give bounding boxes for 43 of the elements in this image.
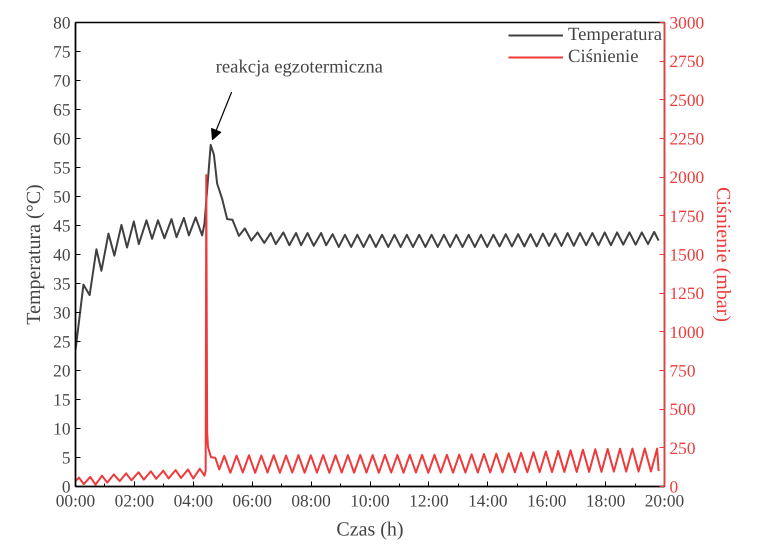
y2-axis-title: Ciśnienie (mbar) — [712, 187, 734, 322]
y2-tick-label: 2500 — [670, 90, 704, 110]
y-tick-label: 40 — [53, 246, 70, 264]
y2-tick-label: 1250 — [670, 284, 704, 304]
y2-tick-label: 2250 — [670, 130, 704, 148]
y2-tick-label: 1000 — [670, 322, 704, 342]
annotation: reakcja egzotermiczna — [216, 56, 384, 78]
x-tick-label: 14:00 — [468, 492, 508, 510]
y2-tick-label: 3000 — [670, 14, 704, 32]
x-tick-label: 06:00 — [232, 492, 272, 510]
y-tick-label: 35 — [53, 274, 70, 294]
y-tick-label: 55 — [53, 158, 70, 178]
y2-tick-label: 1500 — [670, 246, 704, 264]
x-tick-label: 08:00 — [291, 492, 331, 510]
y-tick-label: 45 — [53, 216, 70, 236]
y-tick-label: 15 — [53, 390, 70, 410]
y-tick-label: 75 — [53, 42, 70, 62]
y2-tick-label: 2750 — [670, 52, 704, 72]
y-tick-label: 20 — [53, 362, 70, 380]
y-tick-label: 65 — [53, 100, 70, 120]
x-tick-label: 18:00 — [586, 492, 626, 510]
x-tick-label: 04:00 — [174, 492, 214, 510]
y-tick-label: 5 — [62, 448, 71, 468]
x-tick-label: 02:00 — [114, 492, 154, 510]
y-tick-label: 10 — [53, 420, 70, 438]
y-tick-label: 50 — [53, 188, 70, 206]
y2-tick-label: 1750 — [670, 206, 704, 226]
legend-label: Ciśnienie — [568, 46, 638, 68]
x-tick-label: 12:00 — [409, 492, 449, 510]
y2-tick-label: 500 — [670, 400, 696, 420]
y-tick-label: 60 — [53, 130, 70, 148]
y-tick-label: 70 — [53, 72, 70, 90]
x-tick-label: 16:00 — [526, 492, 566, 510]
y-axis-title: Temperatura (°C) — [23, 184, 46, 325]
y2-tick-label: 2000 — [670, 168, 704, 188]
x-tick-label: 10:00 — [350, 492, 390, 510]
y2-tick-label: 250 — [670, 438, 696, 458]
x-axis-title: Czas (h) — [336, 518, 404, 540]
y-tick-label: 30 — [53, 304, 70, 322]
y-tick-label: 80 — [53, 14, 70, 32]
y-tick-label: 25 — [53, 332, 70, 352]
y2-tick-label: 750 — [670, 362, 696, 380]
legend-label: Temperatura — [568, 24, 662, 46]
